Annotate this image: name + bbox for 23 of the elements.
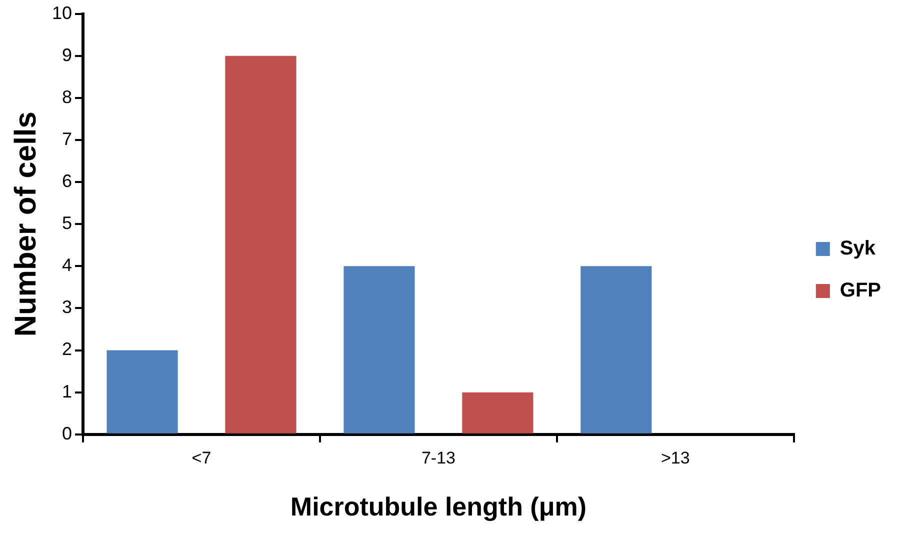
- bar: [580, 266, 652, 434]
- y-tick-label: 5: [62, 213, 72, 234]
- x-tick-label: >13: [660, 448, 690, 468]
- x-tick-label: <7: [192, 448, 212, 468]
- y-tick-label: 7: [62, 128, 72, 149]
- y-tick-label: 9: [62, 44, 72, 65]
- bar: [462, 392, 534, 434]
- y-tick-label: 0: [62, 423, 72, 444]
- y-tick-label: 6: [62, 171, 72, 192]
- bar: [344, 266, 415, 434]
- y-tick-label: 1: [62, 381, 72, 402]
- legend-label: Syk: [840, 238, 876, 260]
- bar: [225, 56, 296, 434]
- y-tick-label: 3: [62, 297, 72, 318]
- bar: [106, 350, 178, 434]
- y-tick-label: 10: [52, 2, 72, 23]
- y-tick-label: 8: [62, 86, 72, 107]
- y-tick-label: 4: [62, 255, 72, 276]
- x-tick-label: 7-13: [421, 448, 456, 468]
- x-axis-title: Microtubule length (μm): [290, 492, 587, 522]
- y-axis-title: Number of cells: [9, 112, 42, 337]
- legend-label: GFP: [840, 280, 882, 302]
- y-tick-label: 2: [62, 339, 72, 360]
